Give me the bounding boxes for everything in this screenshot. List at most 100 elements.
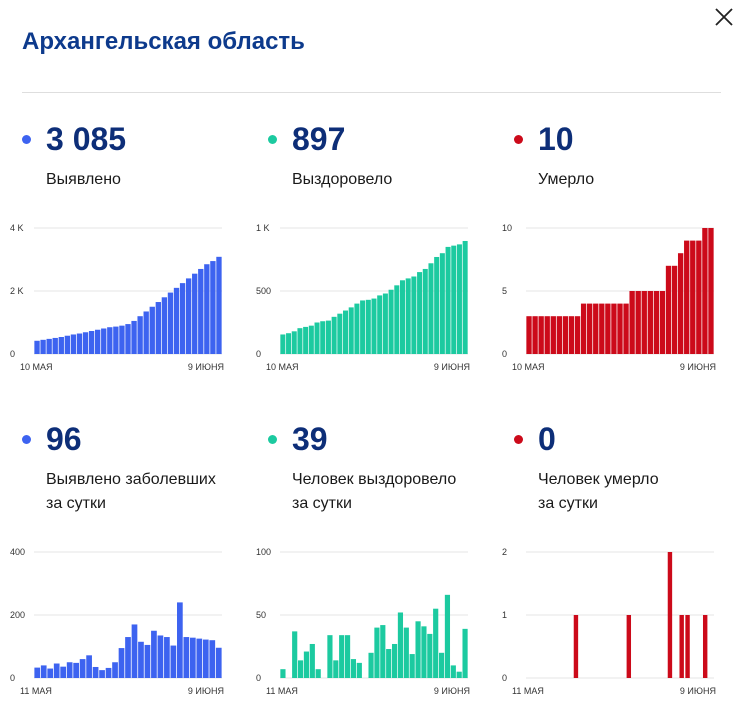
chart-bar [280,334,286,354]
stat-label-line: за сутки [292,495,352,512]
close-icon[interactable] [713,6,735,28]
chart-bar [325,320,331,354]
chart-bar [297,328,303,354]
y-tick-label: 400 [10,547,25,557]
chart-bar [667,552,673,678]
chart-bar [526,316,532,354]
x-tick-label-end: 9 ИЮНЯ [188,362,224,372]
chart-bar [309,643,315,678]
chart-bar [391,643,398,678]
stat-panel-recovered: 897 Выздоровело 0 500 1 K 10 МАЯ 9 ИЮНЯ [256,118,488,418]
chart-bar [538,316,544,354]
chart-cases: 0 2 K 4 K 10 МАЯ 9 ИЮНЯ [10,223,224,372]
chart-bar [647,291,653,354]
chart-bar [192,273,198,354]
chart-bar [177,602,183,678]
chart-bar [599,303,605,354]
chart-bar [386,649,392,678]
x-tick-label-start: 10 МАЯ [266,362,299,372]
stat-label-line: за сутки [538,495,598,512]
chart-bar [462,628,468,678]
chart-bar [101,328,107,354]
chart-bar [164,637,170,678]
x-tick-label-start: 11 МАЯ [512,686,544,696]
chart-bar [626,615,632,678]
chart-bar [397,612,404,678]
legend-dot [22,435,31,444]
y-tick-label: 0 [502,349,507,359]
chart-bar [107,327,113,354]
chart-bar [611,303,617,354]
chart-bar [66,662,73,678]
chart-bar [382,293,388,354]
chart-bar [314,322,320,354]
chart-deaths: 0 5 10 10 МАЯ 9 ИЮНЯ [502,223,716,372]
chart-bar [86,655,92,678]
chart-bar [131,624,138,678]
y-tick-label: 2 [502,547,507,557]
chart-bar [428,263,434,354]
chart-bar [417,272,423,354]
chart-bar [202,639,209,678]
y-tick-label: 50 [256,610,266,620]
chart-bar [209,640,216,678]
chart-bar [556,316,563,354]
chart-bar [374,627,380,678]
chart-bar [92,666,99,678]
chart-bar [119,325,125,354]
chart-bar [143,311,149,354]
legend-dot [268,435,277,444]
chart-bar [204,264,210,354]
chart-bar [112,662,118,678]
chart-bar [34,667,41,678]
chart-bar [415,621,421,678]
chart-bar [157,635,164,678]
chart-bar [52,337,58,354]
chart-bar [371,298,377,354]
chart-bar [641,291,647,354]
stat-panel-daily-recovered: 39 Человек выздоровело за сутки 0 50 100 11… [256,418,488,718]
chart-bar [568,316,575,354]
chart-bar [593,303,599,354]
y-tick-label: 0 [10,349,15,359]
chart-bar [617,303,623,354]
stat-value: 96 [46,421,82,457]
chart-bar [198,268,204,354]
chart-bar [113,326,119,354]
chart-bar [149,306,155,354]
chart-bar [679,615,684,678]
stat-value: 0 [538,421,556,457]
y-tick-label: 500 [256,286,271,296]
chart-bar [151,630,157,678]
stat-label-line: Выявлено [46,171,121,188]
chart-bar [34,340,40,354]
chart-bar [320,321,326,354]
chart-bar [215,647,222,678]
y-tick-label: 1 [502,610,507,620]
stat-value: 3 085 [46,121,127,157]
chart-bar [411,276,417,354]
chart-bar [532,316,538,354]
chart-bar [138,641,144,678]
chart-bar [439,253,445,354]
chart-bar [40,339,46,354]
chart-bar [291,331,297,354]
chart-bar [388,289,394,354]
chart-bar [105,667,112,678]
chart-daily-cases: 0 200 400 11 МАЯ 9 ИЮНЯ [10,547,224,696]
chart-bar [671,265,678,354]
chart-bar [308,325,314,354]
chart-daily-recovered: 0 50 100 11 МАЯ 9 ИЮНЯ [256,547,470,696]
chart-bar [344,635,351,678]
chart-recovered: 0 500 1 K 10 МАЯ 9 ИЮНЯ [256,223,470,372]
chart-bar [46,338,52,354]
chart-bar [377,295,383,354]
y-tick-label: 4 K [10,223,24,233]
chart-bar [76,333,83,354]
chart-bar [339,635,345,678]
stat-label: Выздоровело [292,168,492,192]
chart-bar [690,240,696,354]
chart-bar [456,244,462,354]
header-divider [22,92,721,93]
chart-bar [125,324,131,354]
